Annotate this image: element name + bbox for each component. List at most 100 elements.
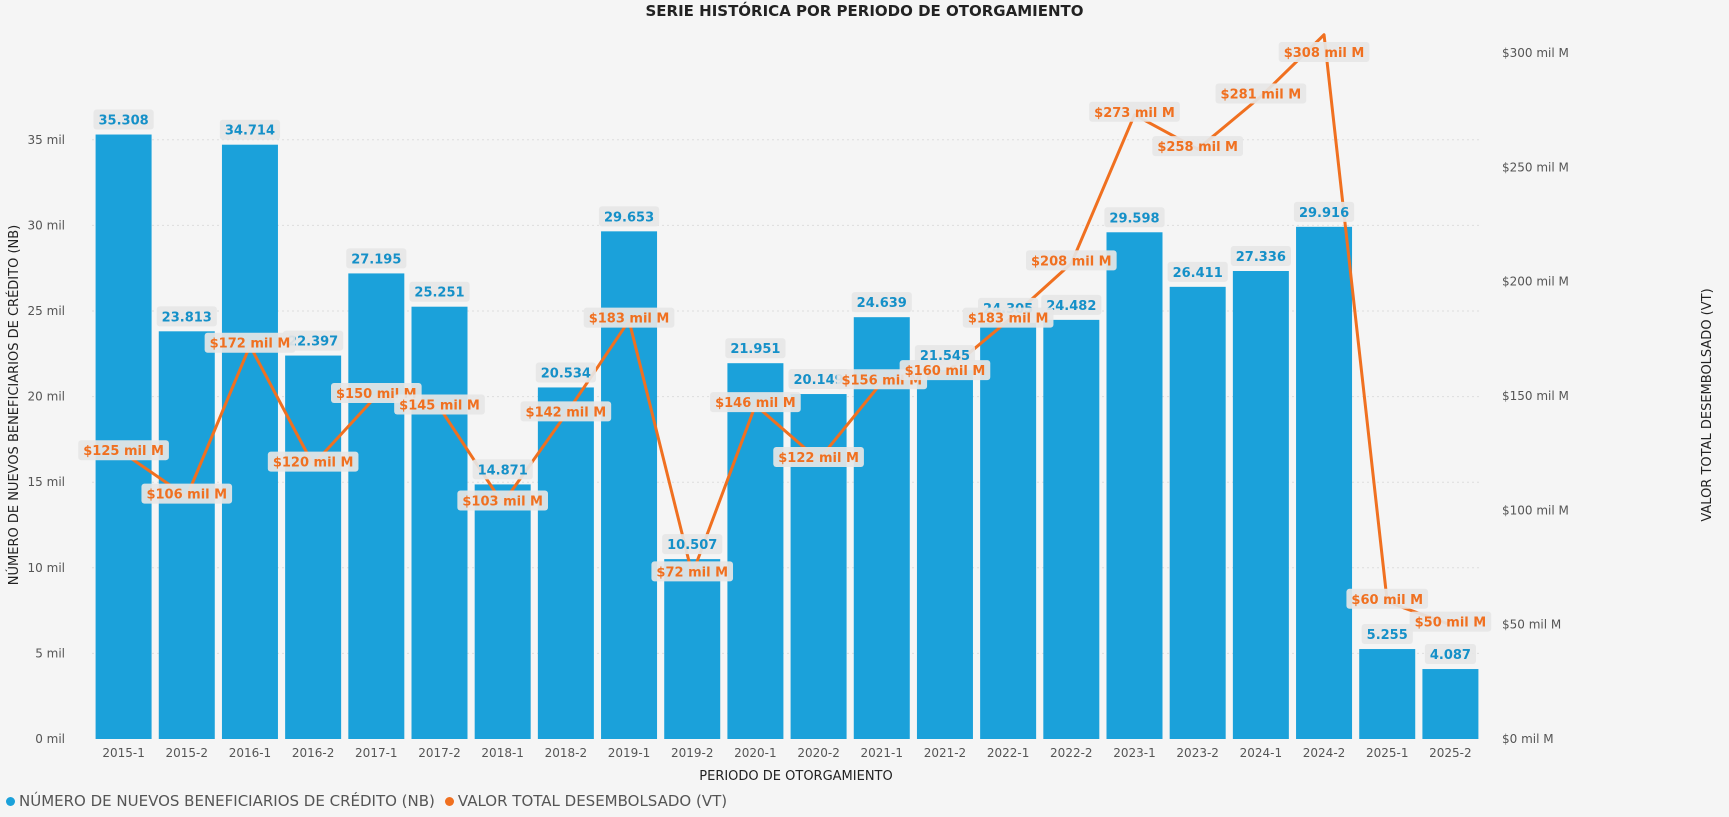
bar-label-bg [1293, 201, 1355, 222]
bar-label-bg [662, 534, 723, 555]
line-label-group: $273 mil M [1089, 101, 1180, 122]
bar [411, 306, 468, 739]
bar [1422, 669, 1479, 739]
line-label-bg [1409, 611, 1492, 632]
line-label-group: $172 mil M [204, 332, 296, 353]
bar [1232, 271, 1289, 739]
bar [980, 322, 1037, 739]
legend-item-nb[interactable]: NÚMERO DE NUEVOS BENEFICIARIOS DE CRÉDIT… [6, 792, 435, 810]
bar-label: 27.195 [351, 252, 401, 267]
line-label-bg [583, 307, 675, 328]
bar-label: 29.916 [1299, 206, 1349, 221]
x-tick-label: 2025-2 [1429, 746, 1472, 760]
line-label: $308 mil M [1284, 46, 1365, 61]
bar-label-group: 27.336 [1230, 246, 1291, 267]
y-tick-label: 15 mil [28, 475, 65, 489]
chart-canvas: 0 mil 5 mil 10 mil 15 mil 20 mil 25 mil 30 mil… [6, 33, 1715, 784]
bar-label-group: 29.653 [598, 206, 660, 227]
line-data-labels: $125 mil M $106 mil M $172 mil M $120 mil M… [78, 42, 1492, 632]
bar-label: 23.813 [162, 310, 212, 325]
bar [1169, 286, 1226, 739]
line-series [122, 33, 1451, 627]
x-tick-label: 2015-2 [166, 746, 209, 760]
bar-label-group: 14.871 [472, 459, 533, 480]
line-label: $60 mil M [1351, 593, 1423, 608]
line-label-group: $60 mil M [1346, 588, 1429, 609]
line-label-bg [1278, 42, 1370, 62]
y-axis-ticks: 0 mil 5 mil 10 mil 15 mil 20 mil 25 mil 30 mil… [28, 133, 65, 746]
line-label: $146 mil M [715, 396, 796, 411]
x-tick-label: 2019-2 [671, 746, 714, 760]
x-tick-label: 2020-1 [734, 746, 777, 760]
line-label-group: $183 mil M [962, 307, 1054, 328]
y-tick-label: 25 mil [28, 304, 65, 318]
bar [790, 394, 847, 739]
line-label-group: $281 mil M [1215, 83, 1307, 104]
bar-label-bg [409, 281, 470, 302]
bar [601, 231, 658, 739]
bar [221, 144, 278, 740]
line-label: $103 mil M [462, 494, 543, 509]
bar-label: 27.336 [1236, 250, 1286, 265]
line-label-group: $146 mil M [710, 392, 801, 413]
bar [474, 484, 531, 739]
x-tick-label: 2025-1 [1366, 746, 1409, 760]
bar-label-bg [1041, 294, 1102, 315]
legend-marker-vt [444, 796, 454, 806]
line-label: $106 mil M [146, 488, 227, 503]
bar-label: 20.149 [794, 373, 844, 388]
line-label-bg [899, 360, 991, 381]
line-label: $125 mil M [83, 444, 164, 459]
bar-label: 22.397 [288, 335, 338, 350]
line-label: $208 mil M [1031, 254, 1112, 269]
line-label-bg [962, 307, 1054, 328]
bar [158, 331, 215, 739]
bar-label-group: 23.813 [156, 306, 217, 327]
y-tick-label: 20 mil [28, 390, 65, 404]
line-label-bg [457, 490, 549, 511]
line-label: $183 mil M [589, 312, 670, 327]
line-label: $172 mil M [210, 337, 291, 352]
bar-label-bg [283, 330, 344, 351]
legend-label-vt: VALOR TOTAL DESEMBOLSADO (VT) [457, 792, 728, 810]
bar-label: 24.639 [857, 296, 907, 311]
y-tick-label: 5 mil [35, 646, 65, 660]
y2-tick-label: $0 mil M [1502, 732, 1554, 746]
line-label: $120 mil M [273, 456, 354, 471]
y2-tick-label: $50 mil M [1502, 618, 1561, 632]
line-label-group: $122 mil M [773, 447, 864, 468]
bar-label-group: 29.916 [1293, 201, 1355, 222]
line-label: $72 mil M [656, 565, 728, 580]
x-axis-ticks: 2015-1 2015-2 2016-1 2016-2 2017-1 2017-2 2018… [102, 746, 1471, 760]
bar-label-bg [1361, 624, 1413, 645]
x-tick-label: 2018-2 [545, 746, 588, 760]
bar-label-group: 5.255 [1361, 624, 1413, 645]
bar-label-group: 27.195 [346, 248, 407, 269]
line-label: $160 mil M [905, 364, 986, 379]
x-tick-label: 2018-1 [481, 746, 524, 760]
y2-tick-label: $250 mil M [1502, 160, 1569, 174]
y2-tick-label: $300 mil M [1502, 46, 1569, 60]
line-label: $183 mil M [968, 312, 1049, 327]
legend-item-vt[interactable]: VALOR TOTAL DESEMBOLSADO (VT) [444, 792, 728, 810]
bar-label-bg [725, 338, 786, 359]
line-label-group: $258 mil M [1152, 136, 1244, 157]
bar-label-bg [851, 292, 912, 313]
line-label-group: $103 mil M [457, 490, 549, 511]
bar-label-bg [1424, 644, 1476, 665]
line-label-group: $72 mil M [651, 561, 734, 582]
bar-label-group: 21.951 [725, 338, 786, 359]
line-label: $273 mil M [1094, 106, 1175, 121]
line-label: $145 mil M [399, 398, 480, 413]
x-tick-label: 2019-1 [608, 746, 651, 760]
bar-label: 34.714 [225, 124, 275, 139]
bar-label: 10.507 [667, 538, 717, 553]
bar [1359, 649, 1416, 739]
bar-label-group: 26.411 [1167, 261, 1228, 282]
line-label-bg [1089, 101, 1180, 122]
x-tick-label: 2022-1 [987, 746, 1030, 760]
line-label: $142 mil M [526, 405, 607, 420]
bar-label-group: 29.598 [1104, 207, 1165, 228]
line-label-bg [204, 332, 296, 353]
line-label-group: $183 mil M [583, 307, 675, 328]
